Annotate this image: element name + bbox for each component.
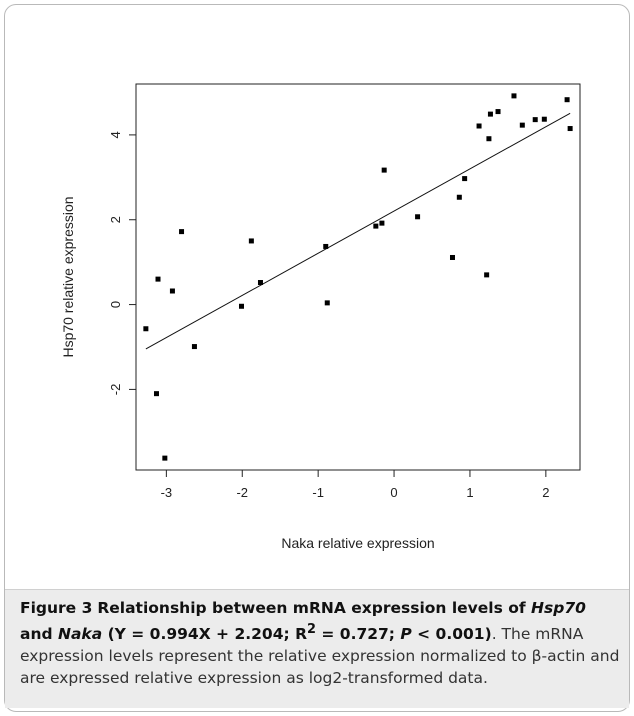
- data-point: [373, 223, 379, 229]
- data-point: [153, 391, 159, 397]
- data-point: [484, 272, 490, 278]
- regression-line: [145, 112, 571, 350]
- data-point: [486, 136, 492, 142]
- data-point: [476, 123, 482, 129]
- caption-and: and: [20, 625, 58, 644]
- data-point: [564, 97, 570, 103]
- r-squared-superscript: 2: [307, 622, 316, 637]
- x-tick-label: 1: [466, 485, 473, 500]
- data-point: [462, 176, 468, 182]
- caption-title: Relationship between mRNA expression lev…: [20, 599, 586, 643]
- plot-area-box: [135, 83, 581, 471]
- x-tick-label: 2: [542, 485, 549, 500]
- y-axis-label: Hsp70 relative expression: [60, 196, 76, 357]
- data-point: [323, 243, 329, 249]
- x-tick-label: -3: [161, 485, 173, 500]
- data-point: [191, 344, 197, 350]
- data-point: [379, 220, 385, 226]
- data-point: [381, 167, 387, 173]
- caption-stats-r2: = 0.727;: [316, 625, 401, 644]
- gene-name-naka: Naka: [58, 625, 103, 644]
- x-axis-label: Naka relative expression: [281, 535, 434, 551]
- data-point: [449, 254, 455, 260]
- data-point: [415, 214, 421, 220]
- caption-background: [5, 589, 629, 708]
- y-axis: -2 0 2 4: [108, 131, 137, 396]
- y-tick-label: 2: [108, 216, 123, 223]
- regression-line-layer: [145, 112, 571, 350]
- data-point: [248, 238, 254, 244]
- caption-title-text: Relationship between mRNA expression lev…: [97, 599, 532, 617]
- data-point: [456, 194, 462, 200]
- figure-label: Figure 3: [20, 599, 93, 617]
- data-points-layer: [143, 93, 573, 461]
- data-point: [495, 109, 501, 115]
- caption-body: . The mRNA expression levels represent t…: [20, 625, 620, 688]
- caption-stats-equation: (Y = 0.994X + 2.204; R: [102, 625, 308, 644]
- y-tick-label: 0: [108, 301, 123, 308]
- data-point: [155, 276, 161, 282]
- data-point: [511, 93, 517, 99]
- figure-caption: Figure 3 Relationship between mRNA expre…: [20, 597, 620, 689]
- x-tick-label: -1: [312, 485, 324, 500]
- data-point: [324, 300, 330, 306]
- data-point: [238, 303, 244, 309]
- data-point: [169, 288, 175, 294]
- y-tick-label: -2: [108, 384, 123, 396]
- data-point: [487, 111, 493, 117]
- p-value-symbol: P: [400, 625, 412, 644]
- x-axis: -3 -2 -1 0 1 2: [161, 469, 549, 500]
- x-tick-label: 0: [390, 485, 397, 500]
- data-point: [179, 229, 185, 235]
- data-point: [162, 455, 168, 461]
- y-tick-label: 4: [108, 131, 123, 138]
- data-point: [519, 122, 525, 128]
- data-point: [532, 117, 538, 123]
- data-point: [143, 326, 149, 332]
- data-point: [541, 116, 547, 122]
- data-point: [257, 280, 263, 286]
- x-tick-label: -2: [236, 485, 248, 500]
- gene-name-hsp70: Hsp70: [531, 599, 586, 617]
- scatter-chart: -3 -2 -1 0 1 2 -2 0 2 4 Naka relative expression…: [60, 83, 581, 551]
- caption-stats-p: < 0.001): [411, 625, 492, 644]
- data-point: [567, 126, 573, 132]
